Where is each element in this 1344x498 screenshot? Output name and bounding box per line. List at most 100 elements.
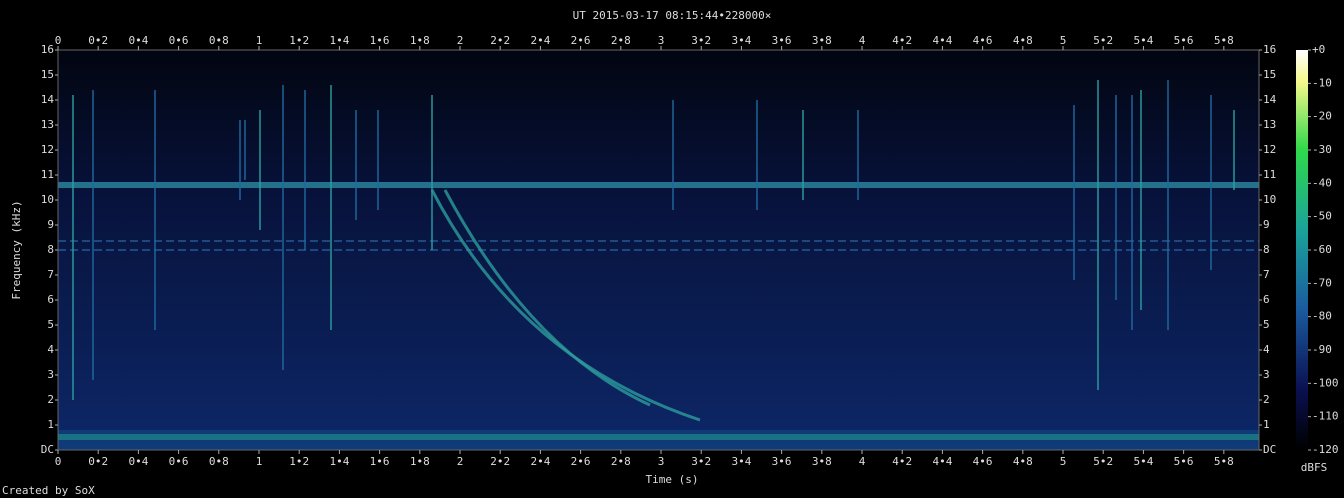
x-tick-label: 3 xyxy=(658,34,665,47)
x-tick-label: 4 xyxy=(859,455,866,468)
x-tick-label: 3•2 xyxy=(691,34,711,47)
y-tick-label: 8 xyxy=(47,243,54,256)
y-tick-label: 5 xyxy=(47,318,54,331)
y-tick-label: 13 xyxy=(1263,118,1276,131)
y-tick-label: 14 xyxy=(1263,93,1277,106)
x-tick-label: 4•6 xyxy=(973,34,993,47)
x-tick-label: 0•2 xyxy=(88,455,108,468)
x-tick-label: 3•6 xyxy=(772,455,792,468)
x-tick-label: 4•8 xyxy=(1013,34,1033,47)
y-tick-label: 12 xyxy=(41,143,54,156)
y-tick-label: 3 xyxy=(1263,368,1270,381)
x-tick-label: 2•8 xyxy=(611,455,631,468)
x-tick-label: 5•6 xyxy=(1174,455,1194,468)
x-tick-label: 2•4 xyxy=(530,455,550,468)
colorbar-tick-label: -100 xyxy=(1312,376,1339,389)
colorbar-tick-label: -50 xyxy=(1312,210,1332,223)
y-tick-label: 11 xyxy=(41,168,54,181)
x-tick-label: 3 xyxy=(658,455,665,468)
x-tick-label: 2•6 xyxy=(571,455,591,468)
y-tick-label: 6 xyxy=(1263,293,1270,306)
y-tick-label: 9 xyxy=(47,218,54,231)
footer: Created by SoX xyxy=(2,484,95,497)
x-tick-label: 4•8 xyxy=(1013,455,1033,468)
x-tick-label: 4•2 xyxy=(892,34,912,47)
x-tick-label: 0•6 xyxy=(169,34,189,47)
y-tick-label: 6 xyxy=(47,293,54,306)
x-tick-label: 1•4 xyxy=(329,34,349,47)
y-tick-label: 7 xyxy=(47,268,54,281)
x-tick-label: 4•6 xyxy=(973,455,993,468)
x-tick-label: 5•8 xyxy=(1214,34,1234,47)
x-tick-label: 3•2 xyxy=(691,455,711,468)
x-tick-label: 1 xyxy=(256,34,263,47)
x-tick-label: 4•4 xyxy=(932,34,952,47)
x-tick-label: 5•6 xyxy=(1174,34,1194,47)
x-tick-label: 4•4 xyxy=(932,455,952,468)
colorbar-tick-label: -40 xyxy=(1312,176,1332,189)
y-tick-label: 4 xyxy=(1263,343,1270,356)
y-tick-label: 16 xyxy=(41,43,54,56)
x-tick-label: 2 xyxy=(457,455,464,468)
x-tick-label: 3•8 xyxy=(812,34,832,47)
y-axis-label: Frequency (kHz) xyxy=(10,200,23,299)
x-tick-label: 0•4 xyxy=(128,34,148,47)
y-tick-label: 15 xyxy=(41,68,54,81)
spectrogram-image xyxy=(57,49,1260,451)
colorbar-tick-label: -80 xyxy=(1312,310,1332,323)
y-tick-label: DC xyxy=(1263,443,1276,456)
x-tick-label: 5•2 xyxy=(1093,455,1113,468)
x-tick-label: 1•2 xyxy=(289,34,309,47)
chart-title: UT 2015-03-17 08:15:44•228000× xyxy=(573,9,772,22)
y-tick-label: 11 xyxy=(1263,168,1276,181)
y-tick-label: 5 xyxy=(1263,318,1270,331)
colorbar-tick-label: -90 xyxy=(1312,343,1332,356)
x-tick-label: 1•6 xyxy=(370,455,390,468)
colorbar-tick-label: -70 xyxy=(1312,276,1332,289)
x-tick-label: 3•4 xyxy=(731,34,751,47)
x-tick-label: 2•4 xyxy=(530,34,550,47)
y-tick-label: 7 xyxy=(1263,268,1270,281)
y-tick-label: 1 xyxy=(47,418,54,431)
y-tick-label: 9 xyxy=(1263,218,1270,231)
x-tick-label: 0 xyxy=(55,455,62,468)
y-tick-label: DC xyxy=(41,443,54,456)
x-tick-label: 5•8 xyxy=(1214,455,1234,468)
y-tick-label: 8 xyxy=(1263,243,1270,256)
x-tick-label: 2•2 xyxy=(490,34,510,47)
x-tick-label: 1•2 xyxy=(289,455,309,468)
x-tick-label: 1•8 xyxy=(410,34,430,47)
y-tick-label: 1 xyxy=(1263,418,1270,431)
y-tick-label: 13 xyxy=(41,118,54,131)
colorbar-label: dBFS xyxy=(1301,461,1328,474)
colorbar-tick-label: -110 xyxy=(1312,410,1339,423)
x-tick-label: 3•8 xyxy=(812,455,832,468)
x-tick-label: 1•4 xyxy=(329,455,349,468)
y-tick-label: 14 xyxy=(41,93,55,106)
y-tick-label: 10 xyxy=(41,193,54,206)
x-tick-label: 2•6 xyxy=(571,34,591,47)
x-tick-label: 4 xyxy=(859,34,866,47)
y-tick-label: 2 xyxy=(47,393,54,406)
x-tick-label: 3•4 xyxy=(731,455,751,468)
x-tick-label: 4•2 xyxy=(892,455,912,468)
x-tick-label: 0•8 xyxy=(209,34,229,47)
colorbar-tick-label: -60 xyxy=(1312,243,1332,256)
x-tick-label: 2•2 xyxy=(490,455,510,468)
x-tick-label: 1 xyxy=(256,455,263,468)
y-tick-label: 2 xyxy=(1263,393,1270,406)
x-tick-label: 5•2 xyxy=(1093,34,1113,47)
colorbar-tick-label: -10 xyxy=(1312,76,1332,89)
x-tick-label: 1•6 xyxy=(370,34,390,47)
colorbar-tick-label: -20 xyxy=(1312,110,1332,123)
y-tick-label: 4 xyxy=(47,343,54,356)
y-tick-label: 10 xyxy=(1263,193,1276,206)
x-tick-label: 5 xyxy=(1060,455,1067,468)
x-tick-label: 0 xyxy=(55,34,62,47)
x-tick-label: 0•2 xyxy=(88,34,108,47)
x-tick-label: 0•8 xyxy=(209,455,229,468)
x-tick-label: 0•6 xyxy=(169,455,189,468)
x-tick-label: 5•4 xyxy=(1133,34,1153,47)
x-tick-label: 2 xyxy=(457,34,464,47)
